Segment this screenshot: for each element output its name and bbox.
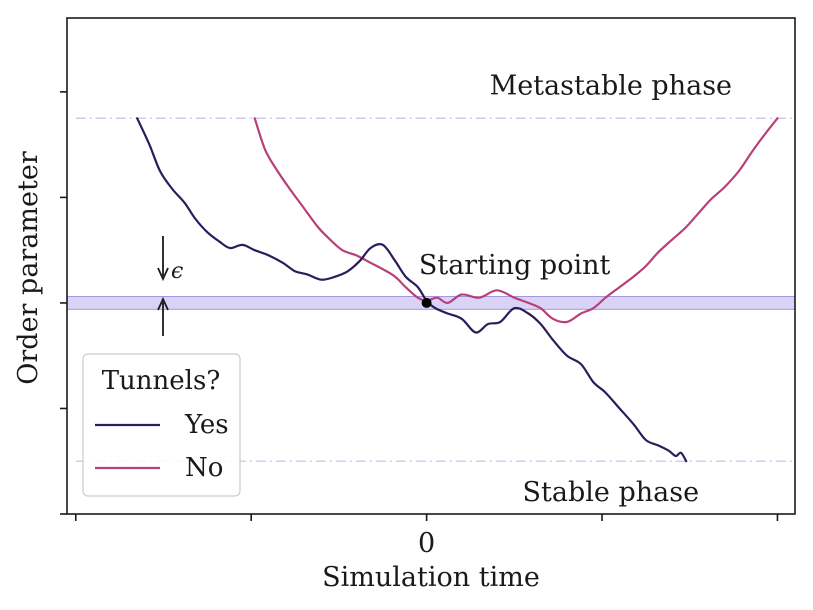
x-axis-ticks: 0 <box>74 514 779 559</box>
starting-point-label: Starting point <box>419 250 611 281</box>
epsilon-down-arrow-head <box>157 267 169 282</box>
epsilon-label: ϵ <box>171 259 183 284</box>
x-axis-label: Simulation time <box>322 562 540 593</box>
metastable-phase-label: Metastable phase <box>490 70 732 101</box>
legend-label-yes: Yes <box>184 410 229 440</box>
series-layer <box>136 117 779 463</box>
stable-phase-label: Stable phase <box>523 477 700 508</box>
series-line-no <box>253 117 779 324</box>
x-tick-label: 0 <box>418 528 435 559</box>
legend-label-no: No <box>185 453 223 483</box>
starting-point-marker <box>421 297 432 308</box>
legend-box <box>82 353 241 497</box>
legend: Tunnels? Yes No <box>82 353 241 497</box>
y-axis-ticks <box>60 91 67 515</box>
plot-frame <box>66 17 796 515</box>
legend-title: Tunnels? <box>102 366 221 396</box>
epsilon-up-arrow-head <box>157 296 169 311</box>
y-axis-label: Order parameter <box>13 151 44 385</box>
epsilon-arrows <box>157 236 169 336</box>
series-line-yes <box>136 117 688 463</box>
